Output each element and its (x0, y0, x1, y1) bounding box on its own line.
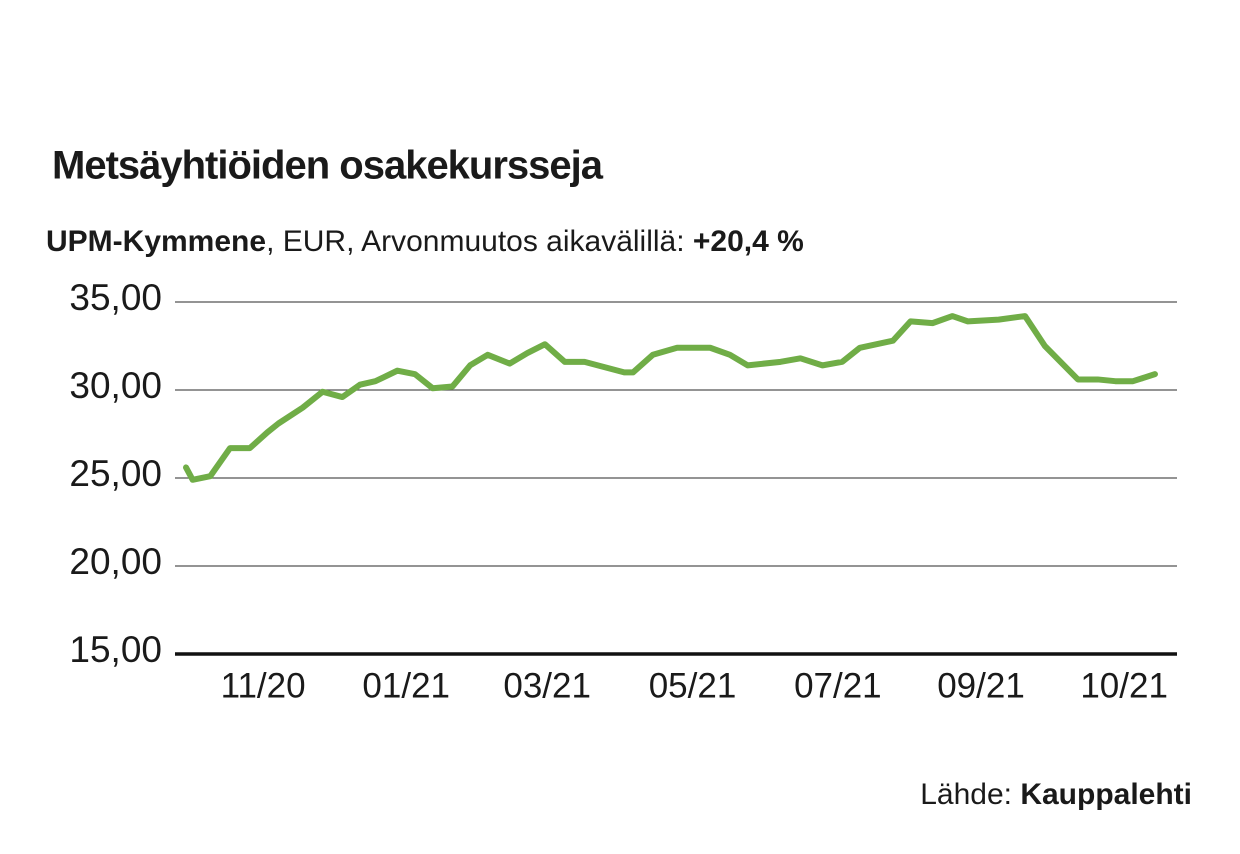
value-change: +20,4 % (693, 225, 804, 258)
x-tick-label: 03/21 (503, 666, 591, 705)
x-tick-label: 09/21 (937, 666, 1025, 705)
x-tick-label: 07/21 (794, 666, 882, 705)
y-tick-label: 25,00 (69, 453, 162, 494)
data-line (183, 313, 1158, 483)
source: Lähde: Kauppalehti (920, 778, 1192, 811)
chart-subtitle: UPM-Kymmene, EUR, Arvonmuutos aikavälill… (46, 225, 804, 258)
x-tick-label: 05/21 (649, 666, 737, 705)
y-tick-label: 15,00 (69, 629, 162, 670)
x-tick-label: 10/21 (1080, 666, 1168, 705)
y-tick-label: 35,00 (69, 277, 162, 318)
source-label: Lähde: (920, 778, 1020, 811)
company-name: UPM-Kymmene (46, 225, 266, 258)
y-tick-label: 30,00 (69, 365, 162, 406)
chart-title: Metsäyhtiöiden osakekursseja (52, 144, 604, 188)
y-tick-label: 20,00 (69, 541, 162, 582)
source-name: Kauppalehti (1020, 778, 1192, 811)
x-tick-label: 11/20 (221, 666, 306, 705)
subtitle-text: , EUR, Arvonmuutos aikavälillä: (266, 225, 693, 258)
x-tick-label: 01/21 (362, 666, 450, 705)
